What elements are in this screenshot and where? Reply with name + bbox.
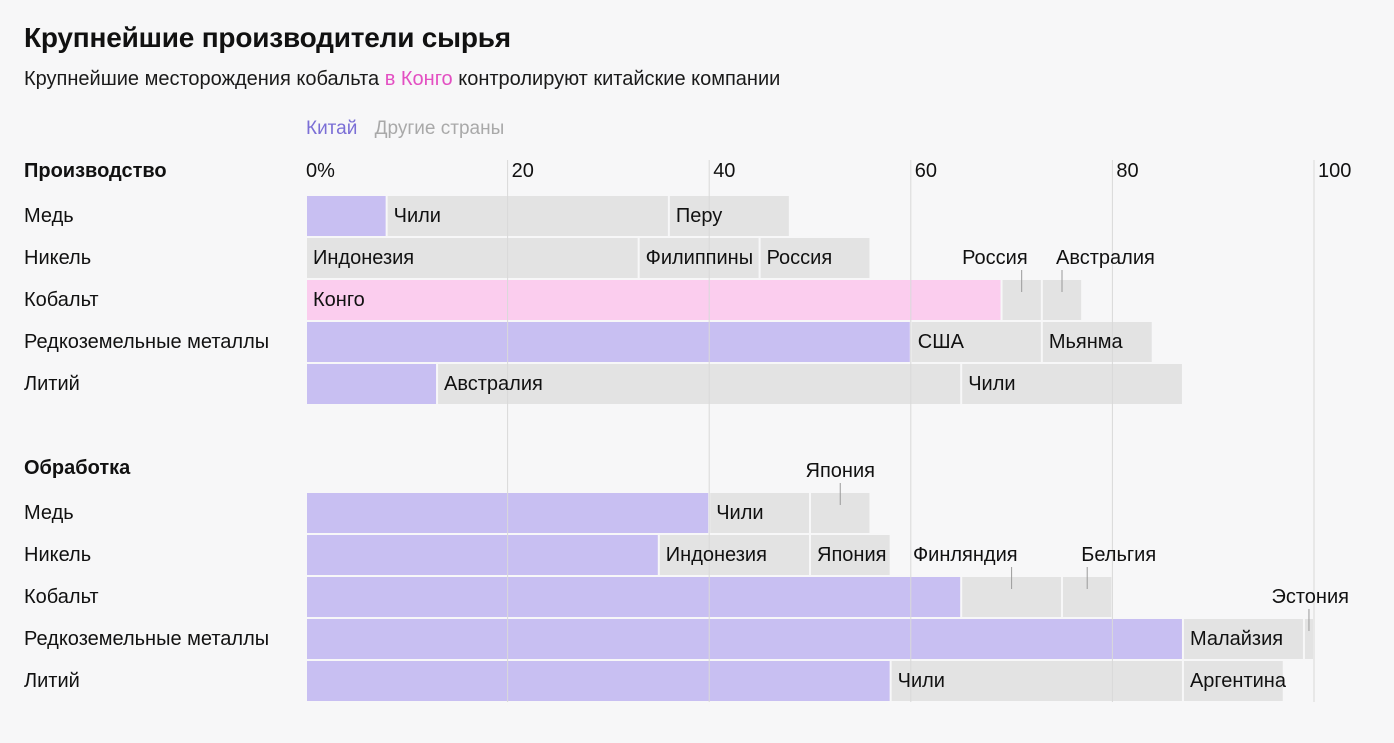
x-tick-label-40: 40 [713, 160, 735, 182]
legend-item-china: Китай [306, 118, 358, 139]
x-tick-label-60: 60 [915, 160, 937, 182]
bar-segment [1183, 619, 1303, 659]
segment-label: Мьянма [1049, 331, 1124, 353]
bar-segment-china [307, 661, 890, 701]
x-tick-label-80: 80 [1116, 160, 1138, 182]
chart-subtitle: Крупнейшие месторождения кобальта в Конг… [24, 68, 780, 91]
segment-label: Индонезия [666, 544, 767, 566]
segment-label: Австралия [444, 373, 543, 395]
row-label: Медь [24, 205, 74, 227]
bar-segment-china [307, 322, 910, 362]
segment-label: Чили [898, 670, 945, 692]
bar-segment [962, 364, 1182, 404]
segment-label: Перу [676, 205, 722, 227]
segment-label: Индонезия [313, 247, 414, 269]
x-tick-label-100: 100 [1318, 160, 1351, 182]
bar-segment [659, 535, 809, 575]
row-label: Литий [24, 670, 80, 692]
subtitle-text-start: Крупнейшие месторождения кобальта [24, 68, 385, 90]
bar-segment [1183, 661, 1283, 701]
bar-segment [911, 322, 1041, 362]
bars [307, 196, 1313, 701]
gridlines [507, 160, 1315, 702]
x-tick-label-0: 0% [306, 160, 335, 182]
bar-segment [307, 238, 638, 278]
labels: 0% 20 40 60 80 100 Производство Медь Чили Перу Ник… [24, 160, 1351, 692]
bar-segment [307, 280, 1001, 320]
segment-label: Малайзия [1190, 628, 1283, 650]
bar-segment [710, 493, 809, 533]
subtitle-text-end: контролируют китайские компании [452, 68, 781, 90]
row-label: Медь [24, 502, 74, 524]
segment-label: США [918, 331, 965, 353]
bar-segment-china [307, 535, 658, 575]
segment-label: Япония [817, 544, 886, 566]
segment-label: Филиппины [646, 247, 753, 269]
row-label: Редкоземельные металлы [24, 628, 269, 650]
segment-label: Конго [313, 289, 365, 311]
row-label: Кобальт [24, 586, 99, 608]
segment-label: Чили [394, 205, 441, 227]
bar-segment [438, 364, 961, 404]
segment-callout-label: Австралия [1056, 247, 1155, 269]
row-label: Редкоземельные металлы [24, 331, 269, 353]
bar-segment [639, 238, 759, 278]
segment-label: Чили [968, 373, 1015, 395]
bar-segment-china [307, 196, 386, 236]
bar-segment [891, 661, 1182, 701]
x-tick-label-20: 20 [512, 160, 534, 182]
row-label: Никель [24, 247, 91, 269]
bar-segment [387, 196, 668, 236]
bar-segment [669, 196, 789, 236]
section-title: Производство [24, 160, 167, 182]
segment-callout-label: Эстония [1271, 586, 1348, 608]
bar-segment [811, 535, 890, 575]
segment-label: Чили [716, 502, 763, 524]
chart-title: Крупнейшие производители сырья [24, 22, 511, 53]
legend-item-other-countries: Другие страны [374, 118, 505, 139]
segment-callout-label: Бельгия [1081, 544, 1156, 566]
bar-segment-china [307, 619, 1182, 659]
bar-segment [1304, 619, 1313, 659]
row-label: Никель [24, 544, 91, 566]
segment-label: Аргентина [1190, 670, 1287, 692]
chart-legend: Китай Другие страны [306, 118, 516, 140]
bar-segment [760, 238, 870, 278]
bar-segment-china [307, 577, 961, 617]
bar-segment-china [307, 364, 437, 404]
bar-segment [1042, 322, 1152, 362]
row-label: Литий [24, 373, 80, 395]
section-title: Обработка [24, 457, 131, 479]
segment-callout-label: Финляндия [913, 544, 1018, 566]
segment-callout-label: Россия [962, 247, 1028, 269]
segment-label: Россия [767, 247, 833, 269]
segment-callout-label: Япония [806, 460, 875, 482]
subtitle-highlight: в Конго [384, 68, 453, 90]
row-label: Кобальт [24, 289, 99, 311]
